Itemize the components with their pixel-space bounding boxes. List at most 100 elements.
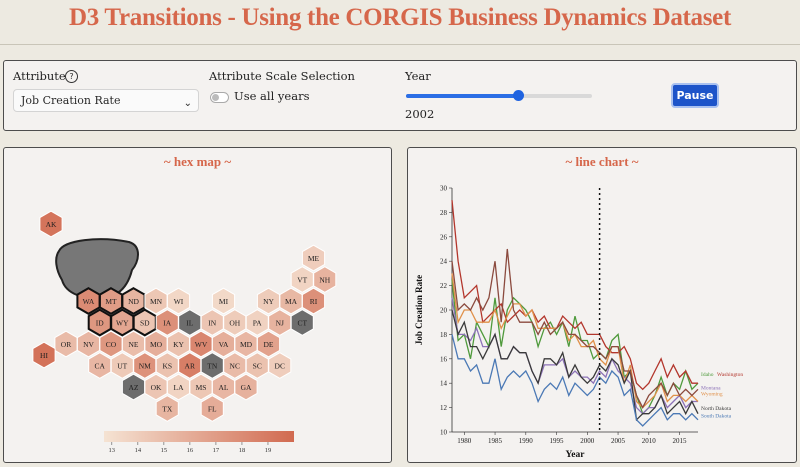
series-line-north-dakota (451, 309, 699, 422)
state-label: SD (140, 319, 150, 328)
x-tick-label: 2010 (642, 437, 657, 445)
state-label: MO (150, 340, 163, 349)
series-line-south-dakota (451, 334, 699, 427)
state-hex-id[interactable]: ID (87, 308, 112, 337)
year-label: Year (405, 69, 431, 83)
state-hex-ny[interactable]: NY (256, 287, 281, 315)
state-hex-ok[interactable]: OK (144, 373, 168, 401)
state-hex-ks[interactable]: KS (155, 352, 179, 379)
state-hex-shape (200, 395, 224, 422)
state-label: MD (240, 340, 253, 349)
state-label: LA (174, 383, 185, 392)
state-hex-or[interactable]: OR (54, 330, 78, 358)
state-hex-ne[interactable]: NE (121, 330, 146, 358)
state-hex-nd[interactable]: ND (121, 287, 146, 315)
state-hex-wy[interactable]: WY (110, 308, 135, 337)
state-label: NE (129, 340, 139, 349)
help-icon[interactable]: ? (65, 70, 78, 83)
x-tick-label: 2015 (673, 437, 688, 445)
state-hex-il[interactable]: IL (178, 309, 202, 336)
state-hex-vt[interactable]: VT (290, 266, 314, 293)
state-hex-in[interactable]: IN (200, 309, 224, 336)
year-slider-fill (406, 94, 518, 98)
state-hex-wi[interactable]: WI (166, 287, 191, 315)
state-hex-mo[interactable]: MO (144, 330, 168, 358)
hex-map-panel: ~ hex map ~ AK ME VT NH WA MT ND MN WI MI NY MA RI ID… (3, 147, 392, 463)
state-hex-dc[interactable]: DC (268, 352, 292, 379)
state-label: DC (275, 362, 285, 371)
y-tick-label: 30 (440, 185, 448, 193)
state-label: MI (219, 297, 229, 306)
series-end-label: Wyoming (701, 391, 723, 397)
series-end-label: North Dakota (701, 406, 732, 412)
state-hex-az[interactable]: AZ (121, 373, 146, 401)
scale-selection-label: Attribute Scale Selection (209, 69, 355, 83)
state-hex-mi[interactable]: MI (211, 287, 236, 315)
state-hex-oh[interactable]: OH (223, 309, 247, 336)
state-hex-de[interactable]: DE (256, 330, 281, 358)
pause-button[interactable]: Pause (671, 83, 719, 108)
state-hex-mn[interactable]: MN (144, 287, 168, 315)
state-hex-co[interactable]: CO (99, 330, 123, 358)
state-hex-wa[interactable]: WA (76, 287, 101, 315)
y-tick-label: 18 (440, 331, 448, 339)
state-hex-va[interactable]: VA (211, 330, 236, 358)
state-hex-ia[interactable]: IA (155, 309, 179, 336)
state-hex-wv[interactable]: WV (189, 330, 213, 358)
state-label: GA (241, 383, 252, 392)
state-label: UT (117, 362, 127, 371)
state-label: AK (46, 220, 57, 229)
state-hex-md[interactable]: MD (234, 330, 258, 358)
state-hex-ri[interactable]: RI (301, 287, 326, 315)
use-all-years-toggle[interactable] (210, 92, 229, 103)
state-hex-shape (39, 210, 63, 238)
state-hex-ky[interactable]: KY (166, 330, 191, 358)
state-hex-nc[interactable]: NC (223, 352, 247, 379)
state-hex-la[interactable]: LA (166, 373, 191, 401)
series-end-label: South Dakota (701, 413, 732, 419)
state-hex-pa[interactable]: PA (245, 309, 269, 336)
year-slider-thumb[interactable] (512, 90, 524, 101)
state-hex-ut[interactable]: UT (110, 352, 134, 379)
state-hex-fl[interactable]: FL (200, 395, 224, 422)
series-end-label: Montana (701, 385, 721, 391)
state-hex-shape (301, 287, 326, 315)
state-hex-shape (32, 341, 56, 369)
x-tick-label: 2000 (580, 437, 595, 445)
state-label: ND (128, 297, 139, 306)
state-label: NH (319, 276, 330, 285)
legend-tick-label: 17 (213, 447, 220, 454)
state-hex-mt[interactable]: MT (98, 287, 124, 315)
attribute-select[interactable]: Job Creation Rate ⌄ (13, 89, 199, 112)
state-hex-sd[interactable]: SD (132, 308, 157, 337)
state-label: TX (162, 405, 173, 414)
state-hex-nm[interactable]: NM (133, 352, 157, 379)
state-label: OR (61, 340, 71, 349)
state-hex-tn[interactable]: TN (200, 352, 224, 379)
state-label: OK (151, 383, 162, 392)
year-slider[interactable] (406, 90, 592, 101)
state-hex-ms[interactable]: MS (189, 373, 213, 401)
state-hex-ma[interactable]: MA (279, 287, 303, 315)
state-hex-hi[interactable]: HI (32, 341, 56, 369)
state-hex-ar[interactable]: AR (178, 352, 202, 379)
state-hex-nj[interactable]: NJ (268, 309, 292, 336)
state-label: ME (308, 254, 320, 263)
y-tick-label: 14 (440, 380, 448, 388)
state-hex-me[interactable]: ME (301, 244, 326, 272)
state-hex-nh[interactable]: NH (313, 266, 337, 293)
state-label: MS (196, 383, 207, 392)
x-tick-label: 1980 (457, 437, 472, 445)
state-hex-nv[interactable]: NV (76, 330, 101, 358)
legend-tick-label: 14 (135, 447, 142, 454)
state-hex-ak[interactable]: AK (39, 210, 63, 238)
state-hex-tx[interactable]: TX (155, 395, 179, 422)
state-hex-ca[interactable]: CA (88, 352, 112, 379)
page-title: D3 Transitions - Using the CORGIS Busine… (68, 4, 731, 31)
state-hex-ga[interactable]: GA (234, 373, 258, 401)
state-label: MN (150, 297, 163, 306)
legend-tick-label: 18 (239, 447, 246, 454)
state-hex-ct[interactable]: CT (290, 309, 314, 336)
state-hex-sc[interactable]: SC (245, 352, 269, 379)
state-hex-al[interactable]: AL (211, 373, 236, 401)
